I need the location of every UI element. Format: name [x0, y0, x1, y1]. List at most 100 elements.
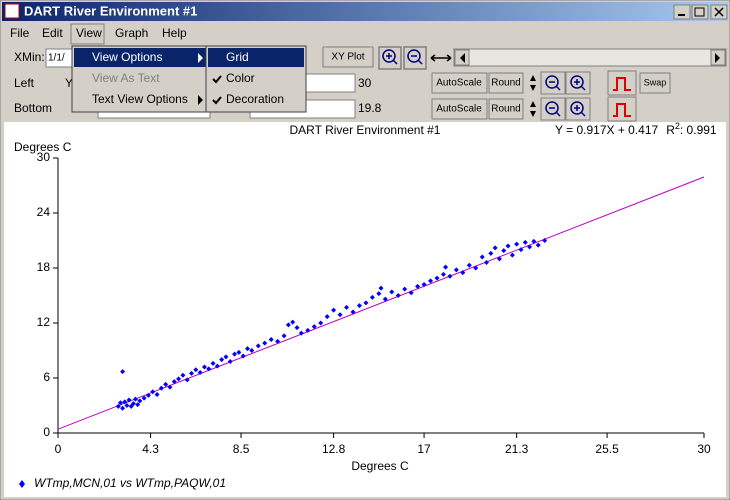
spinner[interactable] — [530, 101, 536, 117]
point — [193, 367, 199, 373]
point — [522, 239, 528, 245]
point — [262, 340, 268, 346]
window-title: DART River Environment #1 — [24, 3, 197, 18]
title-bar — [2, 2, 728, 21]
point — [197, 370, 203, 375]
x-tick-label: 12.8 — [322, 442, 346, 456]
point — [514, 241, 520, 247]
equation: Y = 0.917X + 0.417 — [555, 123, 659, 137]
point — [154, 392, 160, 397]
point — [535, 242, 541, 248]
menu-item[interactable]: Color — [226, 71, 255, 85]
point — [395, 293, 401, 298]
point — [145, 392, 151, 398]
menu-item[interactable]: Decoration — [226, 92, 284, 106]
point — [311, 324, 317, 330]
y-axis-label: Degrees C — [14, 140, 72, 154]
x-axis-label: Degrees C — [351, 459, 409, 473]
menu-item[interactable]: View Options — [92, 50, 162, 64]
point — [501, 248, 507, 254]
point — [350, 309, 356, 315]
button-label: Swap — [644, 77, 667, 87]
menu-item[interactable]: View — [76, 26, 102, 40]
point — [376, 291, 382, 297]
point — [171, 379, 177, 385]
point — [227, 359, 233, 364]
button[interactable] — [488, 72, 524, 94]
label: Y — [65, 76, 73, 90]
zoom-buttons[interactable] — [378, 46, 452, 70]
point — [290, 319, 296, 325]
menu-item[interactable]: File — [10, 26, 30, 40]
window-buttons[interactable] — [673, 4, 728, 20]
zoom-button[interactable] — [565, 71, 591, 95]
point — [180, 372, 186, 378]
label: XMin: — [14, 50, 45, 64]
minimize[interactable] — [673, 4, 691, 20]
button[interactable] — [322, 46, 374, 68]
x-tick-label: 30 — [697, 442, 711, 456]
point — [443, 264, 449, 270]
value: 19.8 — [358, 101, 382, 115]
point — [466, 262, 472, 268]
maximize[interactable] — [691, 4, 709, 20]
point — [184, 377, 190, 383]
point — [294, 325, 300, 331]
button-label: AutoScale — [436, 78, 482, 89]
menu-item[interactable]: Edit — [42, 26, 63, 40]
point — [460, 270, 466, 276]
step-button[interactable] — [607, 96, 637, 122]
point — [542, 238, 548, 243]
r2-sup: 2 — [675, 121, 680, 131]
point — [232, 351, 238, 357]
y-tick-label: 18 — [37, 260, 51, 274]
x-tick-label: 21.3 — [505, 442, 529, 456]
zoom-icon — [570, 75, 584, 89]
menu-item[interactable]: Help — [162, 26, 187, 40]
step-button[interactable] — [607, 70, 637, 96]
button[interactable] — [431, 72, 488, 94]
app-icon — [4, 3, 20, 19]
label: Bottom — [14, 101, 52, 115]
point — [356, 303, 362, 309]
regression-label: Y = 0.917X + 0.417 R2: 0.991 — [555, 121, 717, 137]
menu-item[interactable]: Graph — [115, 26, 148, 40]
zoom-icon — [574, 79, 586, 91]
point — [527, 244, 533, 250]
zoom-button[interactable] — [565, 97, 591, 121]
zoom-icon — [545, 101, 559, 115]
point — [382, 296, 388, 302]
menu-item[interactable]: Grid — [226, 50, 249, 64]
input[interactable] — [304, 73, 356, 93]
button[interactable] — [639, 72, 671, 94]
label: Left — [14, 76, 35, 90]
button-label: XY Plot — [331, 52, 364, 63]
legend-symbol — [19, 480, 25, 488]
point — [167, 384, 173, 390]
point — [268, 337, 274, 342]
view-menu: View Options View As Text Text View Opti… — [71, 45, 307, 113]
scrollbar[interactable] — [453, 48, 727, 67]
button[interactable] — [431, 98, 488, 120]
zoom-button[interactable] — [540, 71, 566, 95]
spinner[interactable] — [530, 75, 536, 91]
point — [122, 399, 128, 405]
y-tick-label: 0 — [43, 425, 50, 439]
point — [518, 247, 524, 253]
point — [115, 403, 121, 409]
zoom-icon — [549, 107, 561, 117]
button[interactable] — [488, 98, 524, 120]
r2-value: : 0.991 — [680, 123, 717, 137]
point — [369, 294, 375, 300]
zoom-icon — [545, 75, 559, 89]
point — [189, 370, 195, 376]
point — [150, 389, 156, 395]
zoom-button[interactable] — [540, 97, 566, 121]
menu-active — [70, 23, 105, 45]
menu-item[interactable]: Text View Options — [92, 92, 188, 106]
x-tick-label: 17 — [417, 442, 431, 456]
point — [117, 400, 123, 406]
point — [214, 363, 220, 369]
button-label: Round — [491, 78, 520, 89]
